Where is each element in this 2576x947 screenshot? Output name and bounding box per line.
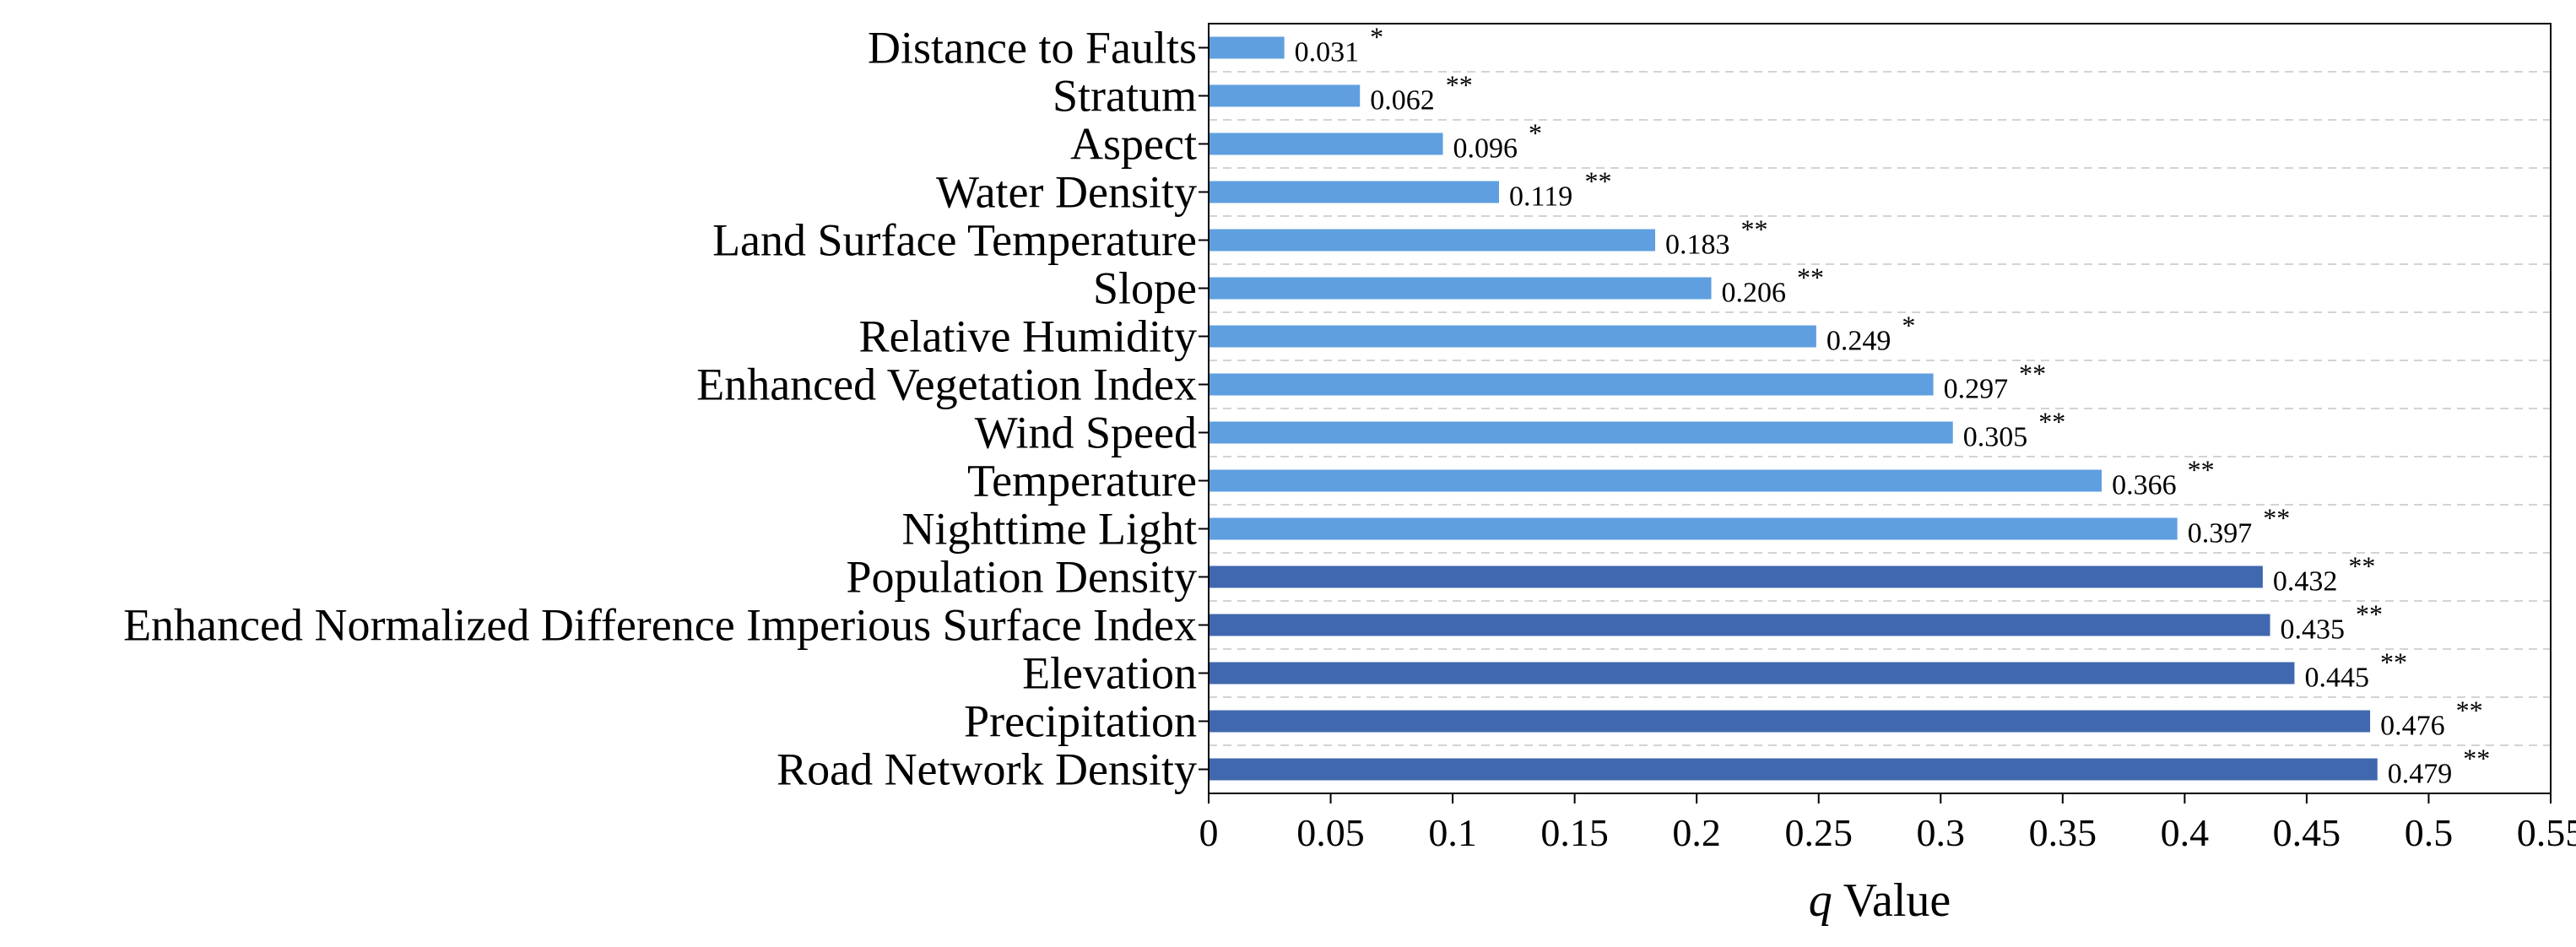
value-label: 0.183 (1665, 230, 1730, 261)
bar (1209, 469, 2102, 492)
x-tick-label: 0.35 (2029, 811, 2097, 854)
significance-label: ** (2019, 359, 2046, 389)
bar (1209, 181, 1500, 203)
x-tick-label: 0.4 (2161, 811, 2210, 854)
value-label: 0.249 (1826, 326, 1891, 357)
bar (1209, 36, 1285, 59)
significance-label: ** (2038, 407, 2065, 437)
x-tick-label: 0.5 (2405, 811, 2454, 854)
bar (1209, 84, 1361, 107)
x-tick-label: 0.05 (1296, 811, 1365, 854)
category-label: Enhanced Vegetation Index (696, 360, 1197, 410)
value-label: 0.119 (1509, 181, 1572, 213)
significance-label: ** (1585, 166, 1612, 197)
value-label: 0.435 (2281, 614, 2346, 646)
category-label: Enhanced Normalized Difference Imperious… (123, 600, 1197, 651)
category-label: Temperature (967, 456, 1197, 506)
value-label: 0.031 (1295, 37, 1360, 68)
x-axis-title: q Value (1809, 874, 1951, 927)
significance-label: ** (2380, 647, 2407, 678)
category-label: Elevation (1022, 648, 1197, 699)
bar (1209, 710, 2371, 733)
category-label: Distance to Faults (868, 23, 1197, 73)
significance-label: ** (2348, 551, 2375, 582)
category-label: Aspect (1070, 119, 1197, 170)
x-tick-label: 0.45 (2273, 811, 2341, 854)
x-tick-label: 0.15 (1540, 811, 1609, 854)
value-label: 0.206 (1722, 278, 1787, 309)
bar (1209, 614, 2270, 636)
significance-label: ** (1446, 70, 1473, 100)
x-axis-title-text: Value (1832, 874, 1951, 927)
bar (1209, 133, 1443, 155)
x-tick-label: 0.2 (1672, 811, 1721, 854)
category-label: Wind Speed (975, 408, 1197, 458)
bar (1209, 421, 1953, 444)
significance-label: * (1529, 118, 1542, 149)
category-label: Road Network Density (777, 744, 1197, 795)
value-label: 0.305 (1963, 422, 2028, 453)
significance-label: ** (2188, 455, 2215, 485)
bar (1209, 517, 2178, 540)
x-axis-title-italic: q (1809, 874, 1832, 927)
bar (1209, 662, 2295, 685)
category-label: Stratum (1053, 71, 1197, 122)
x-tick-label: 0.55 (2517, 811, 2576, 854)
value-label: 0.366 (2112, 470, 2177, 501)
significance-label: * (1370, 22, 1383, 52)
significance-label: ** (1741, 214, 1768, 245)
bar (1209, 229, 1656, 252)
grid-layer (1209, 71, 2551, 746)
value-label: 0.297 (1944, 374, 2009, 405)
value-label: 0.445 (2304, 663, 2369, 694)
category-label: Precipitation (964, 696, 1197, 747)
significance-label: * (1902, 311, 1915, 341)
category-label: Relative Humidity (859, 311, 1197, 362)
bar-layer (1209, 36, 2378, 781)
significance-label: ** (2456, 695, 2483, 726)
value-label: 0.096 (1453, 133, 1518, 165)
x-tick-label: 0.3 (1917, 811, 1966, 854)
category-label: Water Density (936, 167, 1197, 218)
significance-label: ** (2263, 503, 2290, 533)
value-label: 0.397 (2188, 518, 2253, 549)
significance-label: ** (2463, 744, 2490, 774)
value-label: 0.062 (1370, 85, 1435, 116)
category-label: Nighttime Light (902, 504, 1197, 555)
x-tick-label: 0 (1199, 811, 1219, 854)
bar (1209, 325, 1816, 348)
bar (1209, 758, 2378, 781)
bar (1209, 277, 1712, 300)
bar (1209, 565, 2263, 588)
significance-label: ** (1797, 262, 1824, 293)
x-tick-label: 0.1 (1428, 811, 1477, 854)
category-label: Population Density (847, 552, 1198, 603)
category-label: Slope (1093, 263, 1197, 314)
value-label: 0.476 (2380, 711, 2445, 742)
category-label: Land Surface Temperature (712, 215, 1197, 266)
value-label: 0.479 (2388, 759, 2453, 790)
x-tick-label: 0.25 (1784, 811, 1853, 854)
bar (1209, 373, 1934, 396)
axis-layer (1199, 23, 2552, 804)
plot-frame (1208, 23, 2552, 794)
value-label: 0.432 (2273, 566, 2338, 598)
significance-label: ** (2356, 599, 2383, 630)
